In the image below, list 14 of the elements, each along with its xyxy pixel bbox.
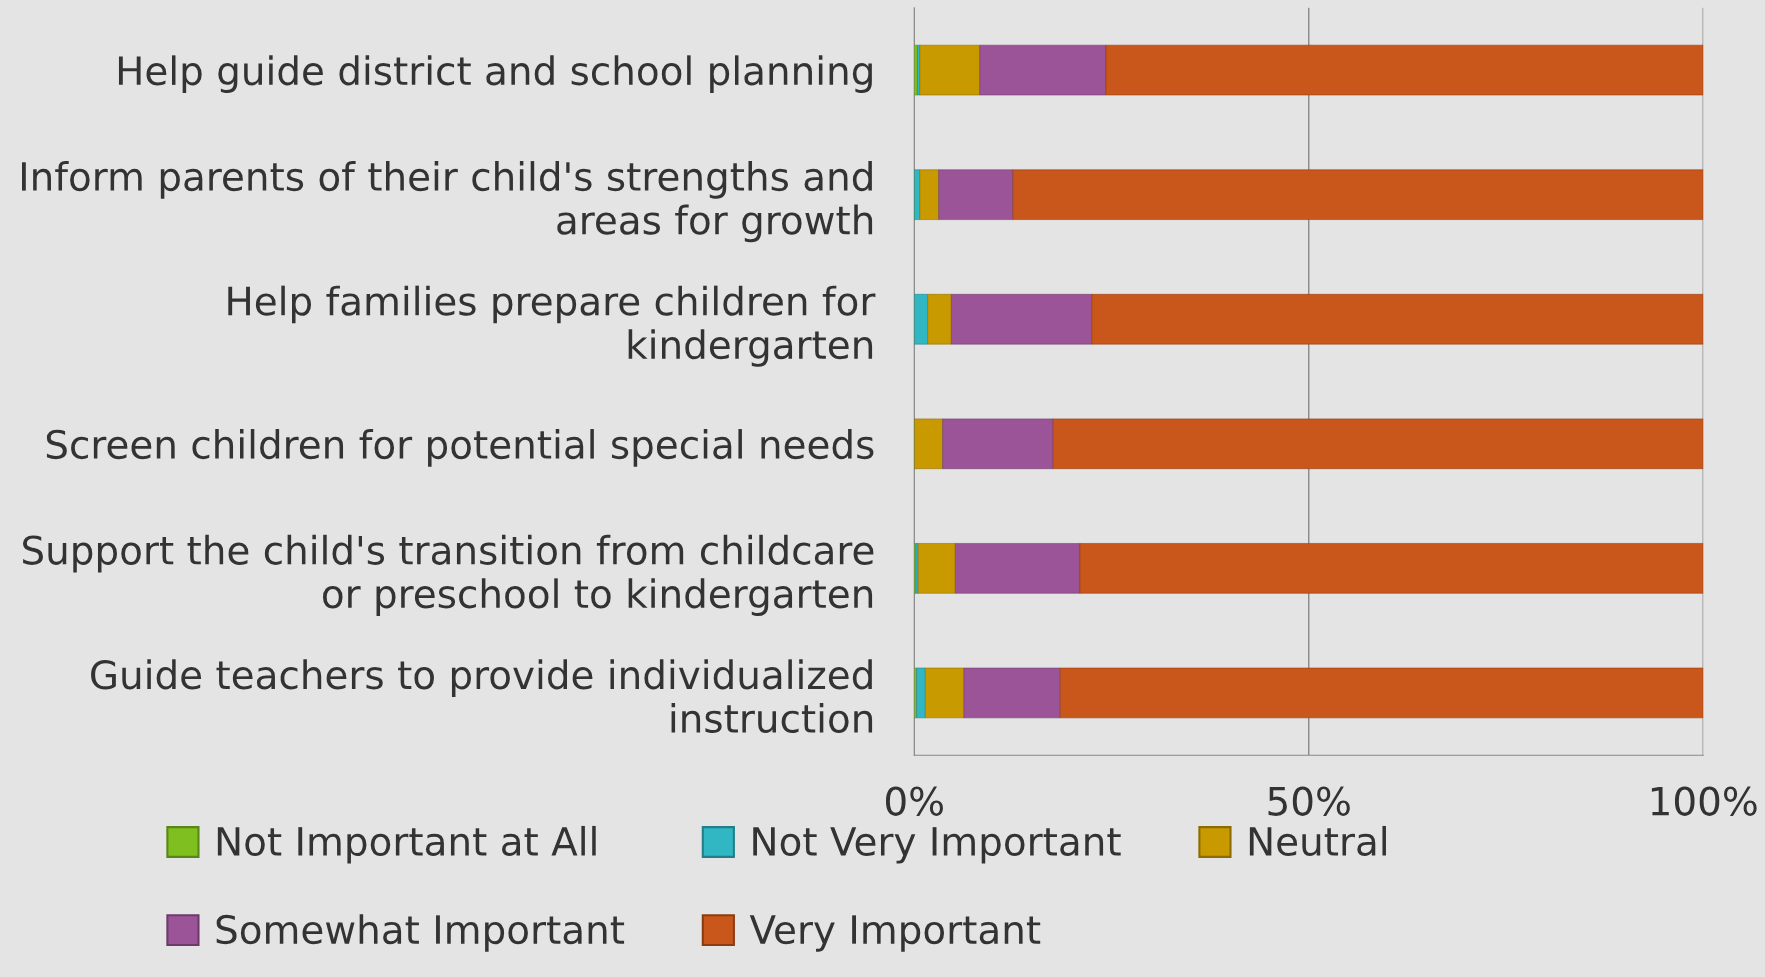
- legend-label: Not Very Important: [753, 827, 1121, 864]
- legend-label: Neutral: [1249, 825, 1386, 857]
- y-tick-label: Inform parents of their child's strengths and areas for growth: [21, 161, 873, 243]
- legend-label: Not Important at All: [217, 825, 596, 864]
- x-tick-label: 50%: [1268, 786, 1350, 816]
- legend-label: Very Important: [749, 915, 1041, 952]
- x-tick-label: 100%: [1651, 786, 1757, 816]
- y-tick-label: Help guide district and school planning: [118, 55, 872, 93]
- y-tick-label: Screen children for potential special needs: [46, 429, 874, 467]
- legend-label: Somewhat Important: [216, 914, 625, 952]
- x-tick-label: 0%: [885, 786, 943, 816]
- y-tick-label: Help families prepare children for kindergarten: [228, 285, 876, 367]
- y-tick-label: Guide teachers to provide individualized instruction: [91, 659, 873, 733]
- y-tick-label: Support the child's transition from childcare or preschool to kindergarten: [23, 534, 874, 616]
